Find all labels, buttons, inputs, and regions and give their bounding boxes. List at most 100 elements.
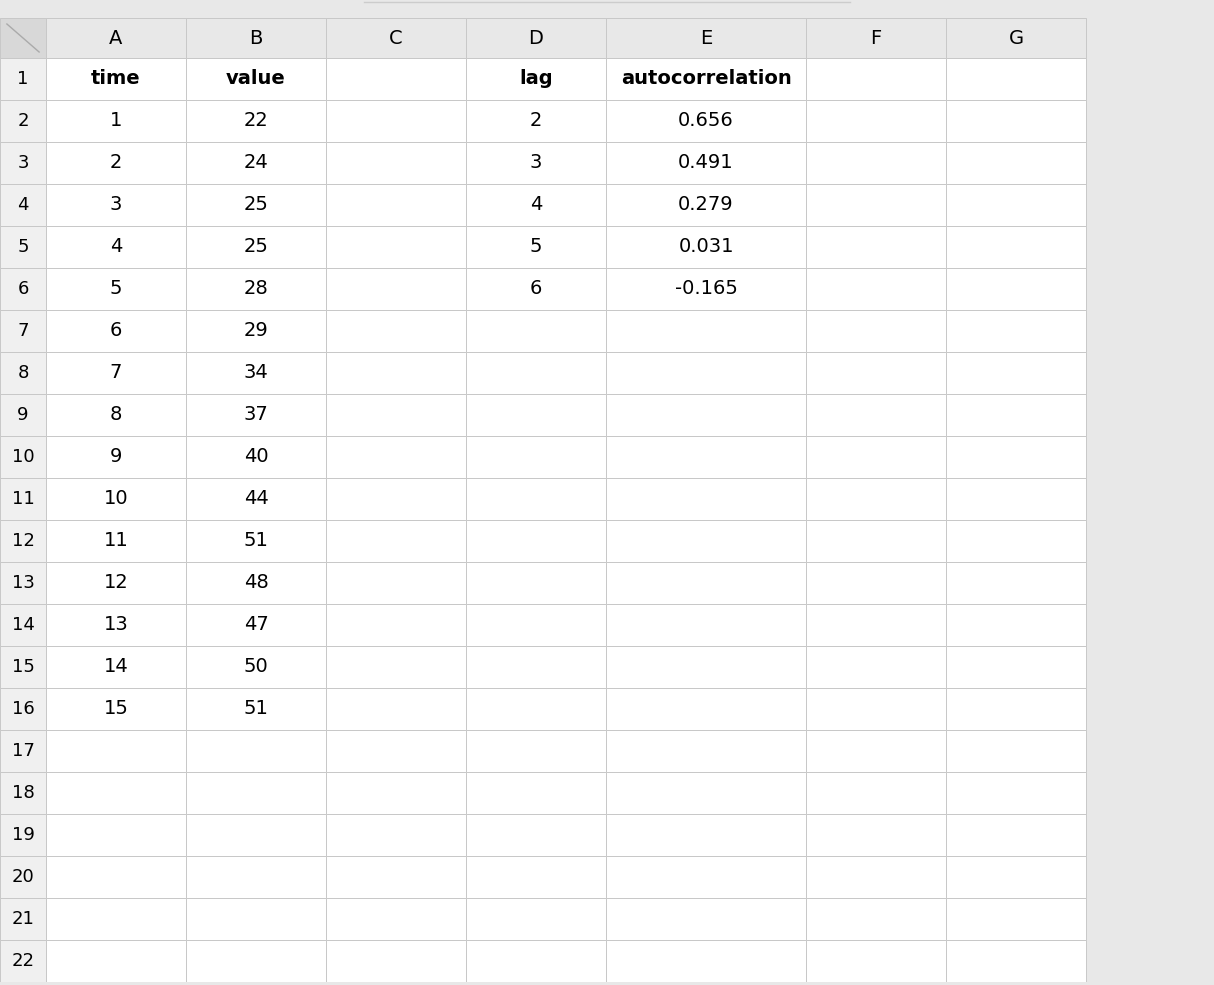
Text: -0.165: -0.165	[675, 280, 737, 298]
Bar	[606, 352, 806, 394]
Text: 1: 1	[17, 70, 29, 88]
Text: F: F	[870, 29, 881, 47]
Text: 4: 4	[17, 196, 29, 214]
Bar	[46, 352, 186, 394]
Bar	[46, 562, 186, 604]
Bar	[946, 730, 1087, 772]
Bar	[946, 688, 1087, 730]
Bar	[0, 18, 46, 58]
Text: 6: 6	[109, 321, 123, 341]
Bar	[806, 394, 946, 436]
Bar	[466, 688, 606, 730]
Bar	[186, 436, 327, 478]
Bar	[806, 772, 946, 814]
Text: 29: 29	[244, 321, 268, 341]
Bar	[186, 142, 327, 184]
Bar	[606, 268, 806, 310]
Bar	[46, 814, 186, 856]
Text: 15: 15	[12, 658, 34, 676]
Bar	[606, 856, 806, 898]
Bar	[186, 646, 327, 688]
Bar	[466, 436, 606, 478]
Text: 0.279: 0.279	[679, 195, 733, 215]
Text: 12: 12	[12, 532, 34, 550]
Bar	[0, 898, 46, 940]
Text: value: value	[226, 70, 285, 89]
Bar	[327, 226, 466, 268]
Text: 47: 47	[244, 616, 268, 634]
Text: 13: 13	[12, 574, 34, 592]
Bar	[186, 688, 327, 730]
Bar	[946, 58, 1087, 100]
Bar	[46, 436, 186, 478]
Bar	[46, 604, 186, 646]
Bar	[46, 646, 186, 688]
Text: 3: 3	[529, 154, 543, 172]
Bar	[806, 646, 946, 688]
Bar	[806, 688, 946, 730]
Text: 7: 7	[109, 363, 123, 382]
Bar	[327, 520, 466, 562]
Bar	[186, 940, 327, 982]
Bar	[806, 184, 946, 226]
Bar	[466, 772, 606, 814]
Bar	[606, 940, 806, 982]
Bar	[46, 856, 186, 898]
Text: 28: 28	[244, 280, 268, 298]
Text: 6: 6	[17, 280, 29, 298]
Bar	[186, 730, 327, 772]
Bar	[806, 58, 946, 100]
Text: lag: lag	[520, 70, 552, 89]
Text: 9: 9	[17, 406, 29, 424]
Bar	[466, 18, 606, 58]
Bar	[186, 520, 327, 562]
Bar	[46, 520, 186, 562]
Bar	[466, 100, 606, 142]
Bar	[327, 268, 466, 310]
Text: 37: 37	[244, 406, 268, 425]
Bar	[0, 772, 46, 814]
Text: 15: 15	[103, 699, 129, 718]
Bar	[0, 58, 46, 100]
Bar	[606, 730, 806, 772]
Text: B: B	[249, 29, 262, 47]
Bar	[0, 814, 46, 856]
Bar	[186, 310, 327, 352]
Text: 22: 22	[11, 952, 34, 970]
Text: 16: 16	[12, 700, 34, 718]
Bar	[946, 352, 1087, 394]
Text: 3: 3	[17, 154, 29, 172]
Text: 10: 10	[103, 490, 129, 508]
Text: 2: 2	[17, 112, 29, 130]
Bar	[606, 142, 806, 184]
Bar	[46, 184, 186, 226]
Text: time: time	[91, 70, 141, 89]
Bar	[0, 100, 46, 142]
Bar	[0, 310, 46, 352]
Bar	[946, 142, 1087, 184]
Bar	[186, 478, 327, 520]
Bar	[0, 142, 46, 184]
Bar	[0, 688, 46, 730]
Text: 21: 21	[12, 910, 34, 928]
Text: 1: 1	[109, 111, 123, 130]
Bar	[186, 184, 327, 226]
Bar	[466, 142, 606, 184]
Bar	[946, 310, 1087, 352]
Text: 4: 4	[109, 237, 123, 256]
Bar	[46, 18, 186, 58]
Bar	[466, 58, 606, 100]
Bar	[806, 268, 946, 310]
Bar	[46, 898, 186, 940]
Bar	[327, 478, 466, 520]
Bar	[606, 562, 806, 604]
Bar	[0, 730, 46, 772]
Bar	[466, 562, 606, 604]
Bar	[0, 856, 46, 898]
Bar	[0, 604, 46, 646]
Bar	[466, 478, 606, 520]
Bar	[946, 814, 1087, 856]
Bar	[327, 18, 466, 58]
Bar	[806, 814, 946, 856]
Bar	[186, 226, 327, 268]
